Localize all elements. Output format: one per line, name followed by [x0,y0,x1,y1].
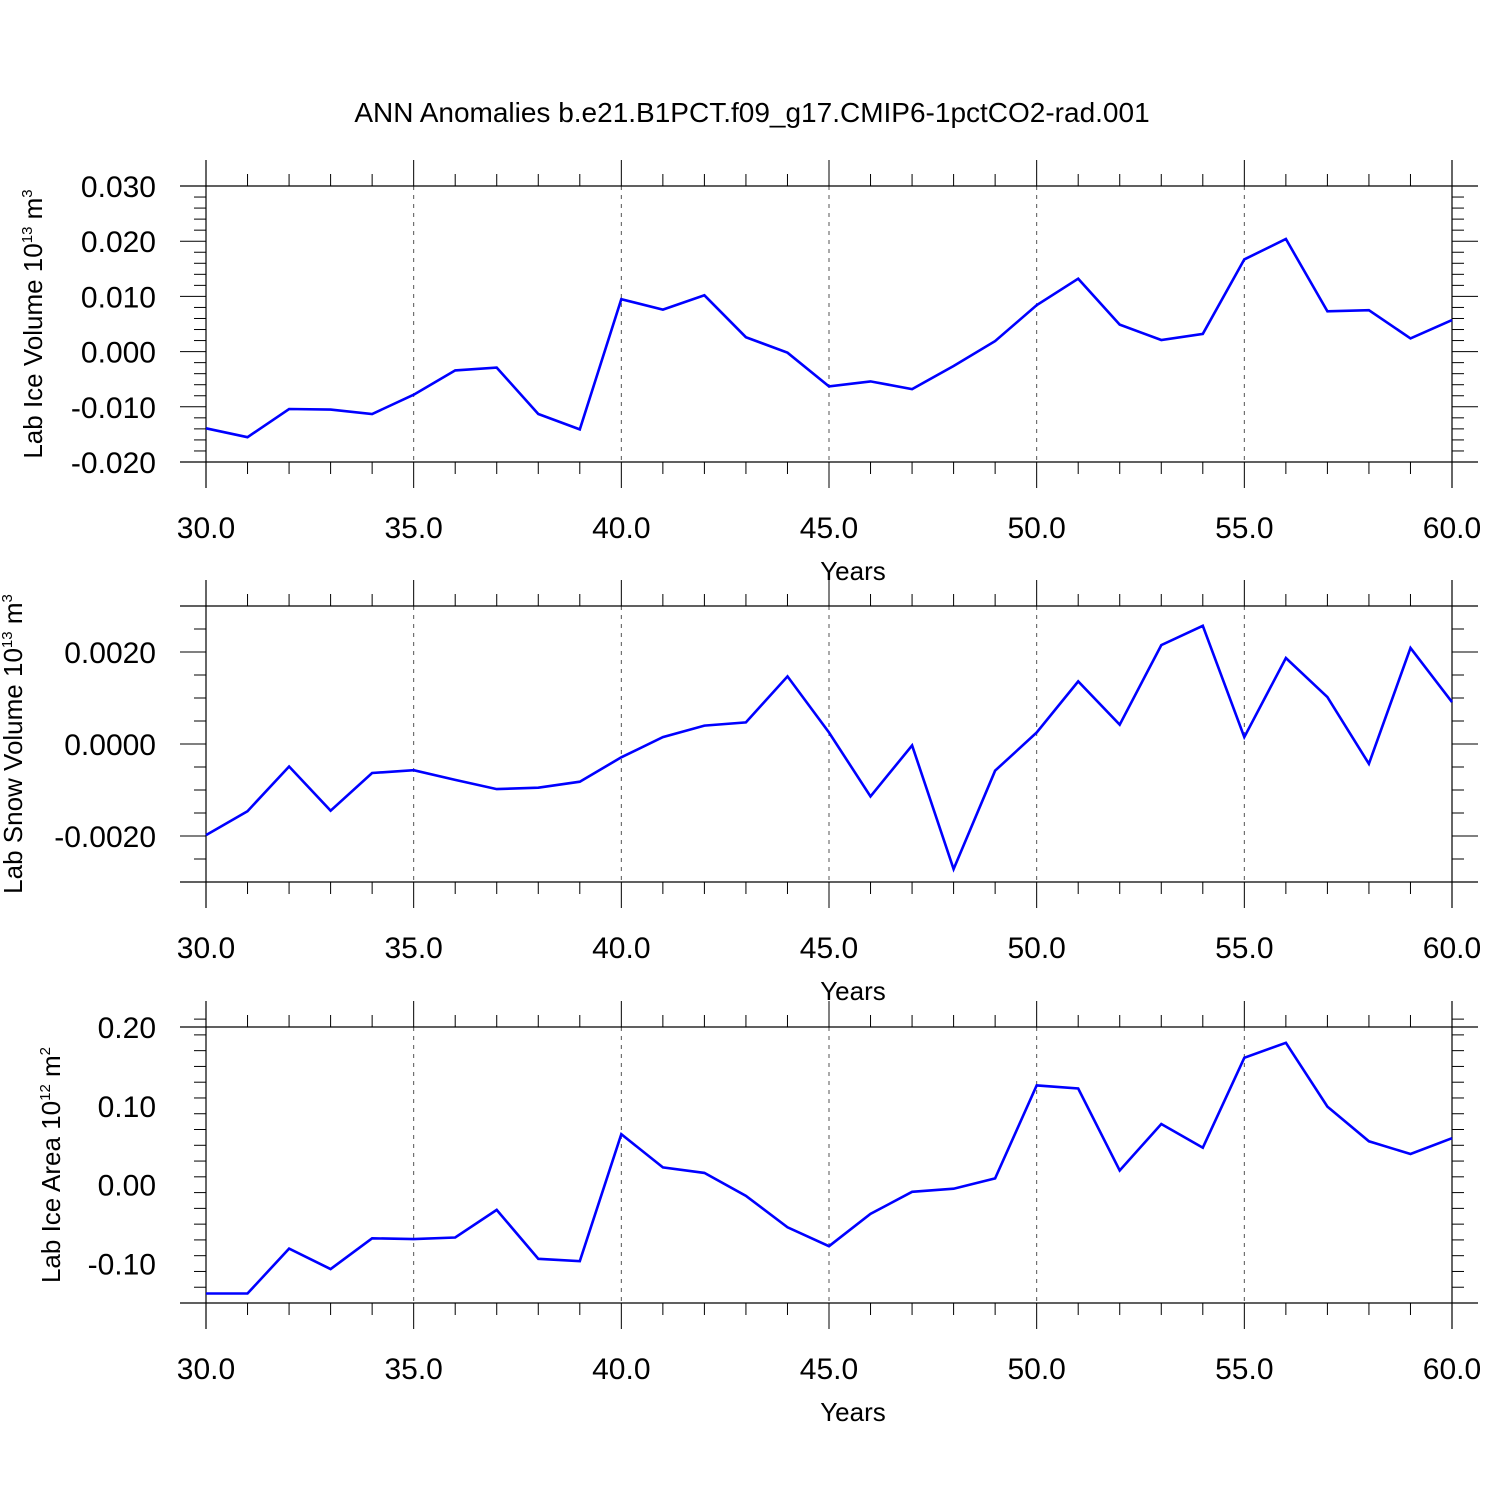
x-tick-label: 50.0 [1007,932,1065,965]
x-tick-label: 60.0 [1423,512,1481,545]
x-tick-label: 35.0 [384,1353,442,1386]
chart-panel-2: 30.0 35.0 40.0 45.0 50.0 55.0 60.0 -0.0020 0.000… [0,580,1481,1006]
x-tick-label: 50.0 [1007,512,1065,545]
y-tick-label: -0.0020 [54,821,156,854]
y-tick-label: -0.10 [88,1249,156,1282]
x-tick-label: 30.0 [177,512,235,545]
series-line-1 [205,237,1453,439]
y-axis-label: Lab Snow Volume 1013 m3 [0,594,28,894]
x-tick-label: 55.0 [1215,932,1273,965]
x-tick-label: 40.0 [592,932,650,965]
y-tick-label: 0.020 [81,226,156,259]
y-tick-label: 0.0020 [64,637,156,670]
x-tick-label: 55.0 [1215,512,1273,545]
x-tick-label: 55.0 [1215,1353,1273,1386]
series-line-1 [205,624,1454,873]
chart-panels: 30.0 35.0 40.0 45.0 50.0 55.0 60.0 -0.020 -0.010… [0,160,1481,1427]
x-tick-label: 45.0 [800,512,858,545]
y-axis-label: Lab Ice Volume 1013 m3 [18,189,48,458]
x-tick-label: 30.0 [177,932,235,965]
y-tick-label: 0.0000 [64,729,156,762]
x-tick-label: 45.0 [800,1353,858,1386]
x-tick-label: 35.0 [384,932,442,965]
y-tick-label: 0.010 [81,281,156,314]
x-tick-label: 40.0 [592,1353,650,1386]
x-tick-label: 60.0 [1423,932,1481,965]
y-tick-label: -0.010 [71,392,156,425]
chart-panel-3: 30.0 35.0 40.0 45.0 50.0 55.0 60.0 -0.10 0.00 0.1… [36,1001,1481,1427]
x-axis-label: Years [820,556,886,586]
x-tick-label: 35.0 [384,512,442,545]
y-tick-label: 0.030 [81,171,156,204]
x-tick-label: 30.0 [177,1353,235,1386]
y-tick-label: 0.00 [98,1170,156,1203]
x-tick-label: 45.0 [800,932,858,965]
y-tick-label: 0.10 [98,1091,156,1124]
y-tick-label: 0.20 [98,1012,156,1045]
y-tick-label: 0.000 [81,337,156,370]
y-tick-label: -0.020 [71,447,156,480]
x-tick-label: 40.0 [592,512,650,545]
chart-panel-1: 30.0 35.0 40.0 45.0 50.0 55.0 60.0 -0.020 -0.010… [18,160,1481,586]
x-axis-label: Years [820,976,886,1006]
x-axis-label: Years [820,1397,886,1427]
series-line-1 [206,1041,1453,1295]
y-axis-label: Lab Ice Area 1012 m2 [36,1047,66,1283]
x-tick-label: 60.0 [1423,1353,1481,1386]
x-tick-label: 50.0 [1007,1353,1065,1386]
figure-title: ANN Anomalies b.e21.B1PCT.f09_g17.CMIP6-… [354,97,1149,128]
